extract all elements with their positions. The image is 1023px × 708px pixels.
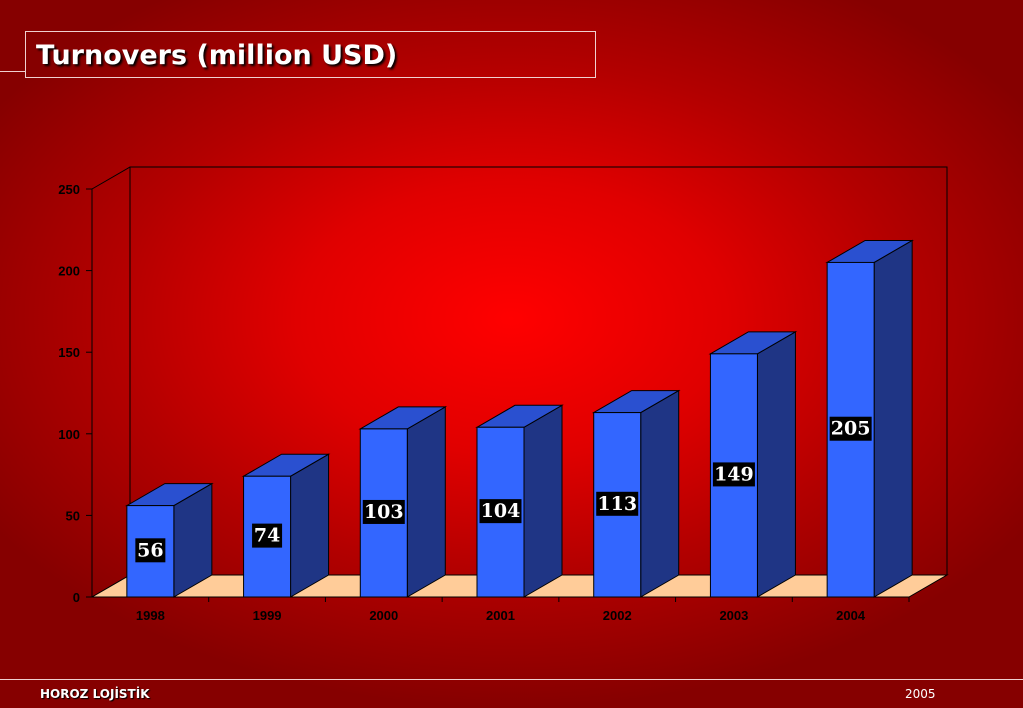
y-tick-label: 150	[58, 345, 80, 360]
data-label-bg	[362, 499, 405, 524]
footer-rule	[0, 679, 1023, 680]
x-tick-label: 2004	[836, 608, 866, 623]
bar-side	[873, 239, 913, 598]
title-box: Turnovers (million USD)	[25, 31, 596, 78]
x-tick-label: 2003	[719, 608, 748, 623]
x-tick-label: 1999	[253, 608, 282, 623]
data-label: 113	[597, 493, 637, 515]
y-tick-label: 200	[58, 264, 80, 279]
data-label-bg	[252, 523, 283, 548]
footer-year: 2005	[905, 687, 936, 701]
x-tick-label: 2000	[369, 608, 398, 623]
data-label-bg	[479, 499, 522, 524]
data-label-bg	[712, 462, 755, 487]
data-label: 103	[364, 501, 404, 523]
data-label: 205	[831, 418, 871, 440]
bar-side	[523, 404, 563, 598]
left-wall-edge	[91, 166, 131, 190]
data-label: 74	[254, 525, 280, 547]
data-label: 149	[714, 463, 754, 485]
footer-company: HOROZ LOJİSTİK	[40, 687, 150, 701]
data-label-bg	[596, 491, 639, 516]
bar-side	[406, 406, 446, 598]
y-tick-label: 0	[73, 590, 80, 605]
y-tick-label: 50	[66, 508, 80, 523]
bar-side	[756, 330, 796, 598]
data-label: 56	[137, 539, 163, 561]
x-tick-label: 2001	[486, 608, 515, 623]
page-title: Turnovers (million USD)	[36, 40, 398, 71]
y-tick-label: 100	[58, 427, 80, 442]
bar-side	[290, 453, 330, 598]
x-tick-label: 1998	[136, 608, 165, 623]
y-tick-label: 250	[58, 182, 80, 197]
data-label: 104	[481, 500, 521, 522]
bar-side	[640, 389, 680, 598]
x-tick-label: 2002	[603, 608, 632, 623]
data-label-bg	[829, 416, 872, 441]
title-rule	[0, 71, 26, 72]
data-label-bg	[135, 538, 166, 563]
